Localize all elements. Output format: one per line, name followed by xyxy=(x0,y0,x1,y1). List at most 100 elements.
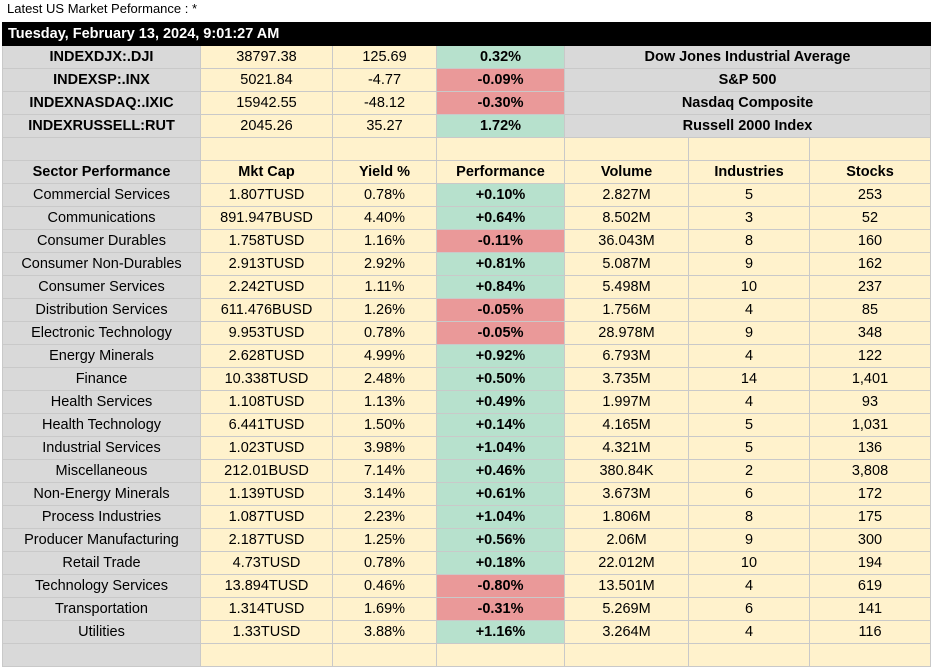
stocks-cell[interactable]: 162 xyxy=(809,252,931,276)
industries-cell[interactable]: 3 xyxy=(688,206,810,230)
volume-cell[interactable]: 1.756M xyxy=(564,298,689,322)
sector-name-cell[interactable]: Distribution Services xyxy=(2,298,201,322)
performance-cell[interactable]: +0.14% xyxy=(436,413,565,437)
sector-name-cell[interactable]: Electronic Technology xyxy=(2,321,201,345)
volume-cell[interactable]: 13.501M xyxy=(564,574,689,598)
industries-cell[interactable]: 4 xyxy=(688,620,810,644)
index-price-cell[interactable]: 5021.84 xyxy=(200,68,333,92)
performance-cell[interactable]: +0.49% xyxy=(436,390,565,414)
industries-cell[interactable]: 4 xyxy=(688,298,810,322)
mktcap-cell[interactable]: 611.476BUSD xyxy=(200,298,333,322)
industries-cell[interactable]: 9 xyxy=(688,321,810,345)
index-change-cell[interactable]: -4.77 xyxy=(332,68,437,92)
stocks-cell[interactable]: 85 xyxy=(809,298,931,322)
volume-cell[interactable]: 3.264M xyxy=(564,620,689,644)
stocks-cell[interactable]: 1,031 xyxy=(809,413,931,437)
empty-cell[interactable] xyxy=(688,137,810,161)
volume-cell[interactable]: 8.502M xyxy=(564,206,689,230)
performance-cell[interactable]: -0.05% xyxy=(436,298,565,322)
datetime-label[interactable]: Tuesday, February 13, 2024, 9:01:27 AM xyxy=(2,22,931,46)
performance-cell[interactable]: +1.16% xyxy=(436,620,565,644)
index-price-cell[interactable]: 15942.55 xyxy=(200,91,333,115)
performance-cell[interactable]: +0.61% xyxy=(436,482,565,506)
yield-cell[interactable]: 1.69% xyxy=(332,597,437,621)
sector-name-cell[interactable]: Utilities xyxy=(2,620,201,644)
stocks-cell[interactable]: 122 xyxy=(809,344,931,368)
yield-cell[interactable]: 1.16% xyxy=(332,229,437,253)
performance-cell[interactable]: +0.81% xyxy=(436,252,565,276)
stocks-cell[interactable]: 175 xyxy=(809,505,931,529)
industries-cell[interactable]: 9 xyxy=(688,252,810,276)
yield-cell[interactable]: 1.25% xyxy=(332,528,437,552)
mktcap-cell[interactable]: 4.73TUSD xyxy=(200,551,333,575)
mktcap-cell[interactable]: 9.953TUSD xyxy=(200,321,333,345)
stocks-cell[interactable]: 253 xyxy=(809,183,931,207)
volume-cell[interactable]: 380.84K xyxy=(564,459,689,483)
volume-cell[interactable]: 6.793M xyxy=(564,344,689,368)
sector-name-cell[interactable]: Health Technology xyxy=(2,413,201,437)
empty-cell[interactable] xyxy=(436,643,565,667)
mktcap-cell[interactable]: 2.628TUSD xyxy=(200,344,333,368)
performance-cell[interactable]: -0.80% xyxy=(436,574,565,598)
index-name-cell[interactable]: Nasdaq Composite xyxy=(564,91,931,115)
performance-cell[interactable]: +0.84% xyxy=(436,275,565,299)
index-symbol-cell[interactable]: INDEXSP:.INX xyxy=(2,68,201,92)
column-header[interactable]: Yield % xyxy=(332,160,437,184)
index-name-cell[interactable]: Dow Jones Industrial Average xyxy=(564,45,931,69)
index-percent-cell[interactable]: -0.30% xyxy=(436,91,565,115)
stocks-cell[interactable]: 1,401 xyxy=(809,367,931,391)
index-change-cell[interactable]: 35.27 xyxy=(332,114,437,138)
sector-name-cell[interactable]: Health Services xyxy=(2,390,201,414)
empty-cell[interactable] xyxy=(564,137,689,161)
mktcap-cell[interactable]: 1.314TUSD xyxy=(200,597,333,621)
sector-name-cell[interactable]: Process Industries xyxy=(2,505,201,529)
stocks-cell[interactable]: 172 xyxy=(809,482,931,506)
volume-cell[interactable]: 3.673M xyxy=(564,482,689,506)
volume-cell[interactable]: 5.087M xyxy=(564,252,689,276)
empty-cell[interactable] xyxy=(2,643,201,667)
industries-cell[interactable]: 8 xyxy=(688,229,810,253)
index-percent-cell[interactable]: -0.09% xyxy=(436,68,565,92)
mktcap-cell[interactable]: 1.087TUSD xyxy=(200,505,333,529)
sector-name-cell[interactable]: Consumer Durables xyxy=(2,229,201,253)
yield-cell[interactable]: 2.23% xyxy=(332,505,437,529)
performance-cell[interactable]: +0.46% xyxy=(436,459,565,483)
industries-cell[interactable]: 4 xyxy=(688,574,810,598)
industries-cell[interactable]: 10 xyxy=(688,275,810,299)
industries-cell[interactable]: 5 xyxy=(688,436,810,460)
stocks-cell[interactable]: 194 xyxy=(809,551,931,575)
mktcap-cell[interactable]: 10.338TUSD xyxy=(200,367,333,391)
industries-cell[interactable]: 8 xyxy=(688,505,810,529)
mktcap-cell[interactable]: 212.01BUSD xyxy=(200,459,333,483)
empty-cell[interactable] xyxy=(436,137,565,161)
column-header[interactable]: Sector Performance xyxy=(2,160,201,184)
yield-cell[interactable]: 0.78% xyxy=(332,183,437,207)
column-header[interactable]: Stocks xyxy=(809,160,931,184)
sector-name-cell[interactable]: Consumer Non-Durables xyxy=(2,252,201,276)
empty-cell[interactable] xyxy=(200,137,333,161)
index-price-cell[interactable]: 38797.38 xyxy=(200,45,333,69)
sector-name-cell[interactable]: Retail Trade xyxy=(2,551,201,575)
empty-cell[interactable] xyxy=(2,137,201,161)
index-change-cell[interactable]: -48.12 xyxy=(332,91,437,115)
mktcap-cell[interactable]: 1.758TUSD xyxy=(200,229,333,253)
stocks-cell[interactable]: 237 xyxy=(809,275,931,299)
sector-name-cell[interactable]: Finance xyxy=(2,367,201,391)
sector-name-cell[interactable]: Miscellaneous xyxy=(2,459,201,483)
index-price-cell[interactable]: 2045.26 xyxy=(200,114,333,138)
performance-cell[interactable]: +0.92% xyxy=(436,344,565,368)
industries-cell[interactable]: 5 xyxy=(688,413,810,437)
yield-cell[interactable]: 1.11% xyxy=(332,275,437,299)
empty-cell[interactable] xyxy=(809,643,931,667)
volume-cell[interactable]: 22.012M xyxy=(564,551,689,575)
empty-cell[interactable] xyxy=(564,643,689,667)
industries-cell[interactable]: 14 xyxy=(688,367,810,391)
sector-name-cell[interactable]: Industrial Services xyxy=(2,436,201,460)
stocks-cell[interactable]: 348 xyxy=(809,321,931,345)
index-percent-cell[interactable]: 0.32% xyxy=(436,45,565,69)
volume-cell[interactable]: 5.498M xyxy=(564,275,689,299)
industries-cell[interactable]: 9 xyxy=(688,528,810,552)
performance-cell[interactable]: -0.31% xyxy=(436,597,565,621)
sector-name-cell[interactable]: Transportation xyxy=(2,597,201,621)
yield-cell[interactable]: 3.88% xyxy=(332,620,437,644)
